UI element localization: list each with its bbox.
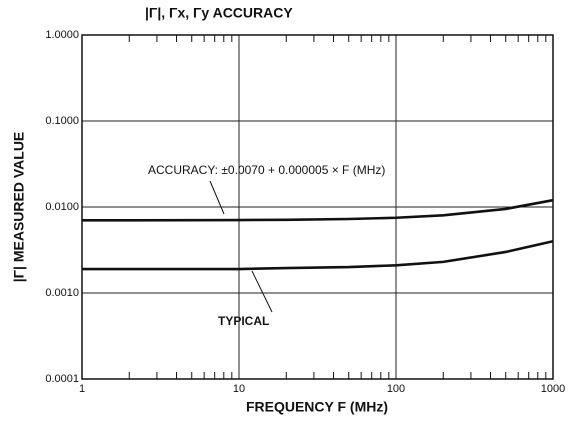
annotation: ACCURACY: ±0.0070 + 0.000005 × F (MHz) [148, 163, 385, 177]
y-tick-label: 0.0001 [45, 373, 79, 385]
x-tick-label: 100 [387, 383, 405, 395]
x-tick-label: 1000 [541, 383, 565, 395]
line-series [82, 239, 554, 271]
x-tick-label: 1 [79, 383, 85, 395]
chart-title: |Γ|, Γx, Γy ACCURACY [145, 5, 293, 21]
leader-line [209, 180, 225, 215]
y-tick-label: 0.0100 [45, 201, 79, 213]
line-series [82, 198, 554, 222]
x-tick-label: 10 [233, 383, 245, 395]
leader-line [251, 270, 273, 313]
x-axis-label: FREQUENCY F (MHz) [246, 399, 388, 415]
y-axis-label: |Γ| MEASURED VALUE [11, 132, 27, 283]
y-tick-label: 0.0010 [45, 287, 79, 299]
plot-frame [81, 34, 554, 380]
y-tick-label: 0.1000 [45, 115, 79, 127]
y-tick-label: 1.0000 [45, 29, 79, 41]
annotation: TYPICAL [218, 314, 269, 328]
